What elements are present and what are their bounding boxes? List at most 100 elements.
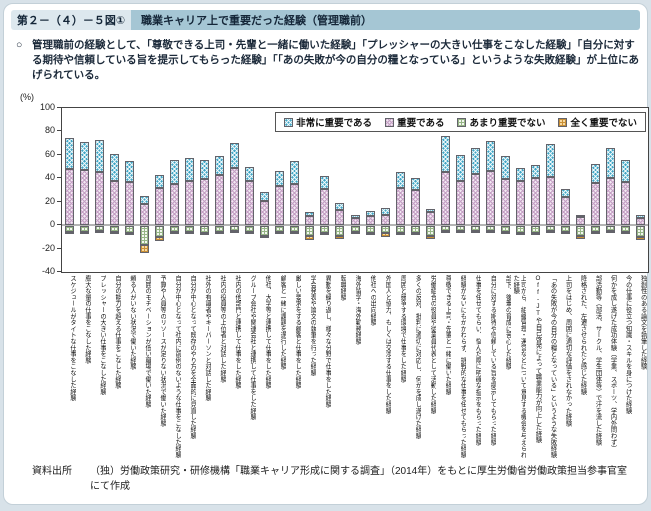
legend-swatch-icon [558, 117, 568, 127]
bar-segment-important [215, 174, 225, 226]
page-title: 職業キャリア上で重要だった経験（管理職前） [131, 10, 640, 30]
bar-segment-very-important [125, 160, 135, 182]
x-category-label: 周囲のモチベーションが低い職場で働いた経験 [144, 275, 152, 408]
x-category-label: 尊敬できる上司・先輩と一緒に働いた経験 [444, 275, 452, 395]
bar-segment-very-important [275, 171, 285, 187]
x-category-label: 自分に対する期待や信頼している旨を提示してもらった経験 [489, 275, 497, 446]
bar-segment-very-important [425, 208, 435, 213]
legend-label: あまり重要でない [469, 118, 546, 129]
legend-swatch-icon [457, 117, 467, 127]
bar-segment-very-important [65, 138, 74, 169]
bar-segment-not-at-all-important [455, 230, 465, 233]
bar-segment-not-at-all-important [575, 235, 585, 239]
legend-item: 非常に重要である [284, 115, 372, 129]
bar-segment-very-important [470, 147, 480, 174]
chart-legend: 非常に重要である 重要である あまり重要でない 全く重要でない [275, 112, 646, 132]
bar-segment-not-very-important [65, 226, 74, 232]
bar-segment-not-very-important [470, 226, 480, 231]
y-tick-mark [57, 107, 61, 108]
bar-segment-not-very-important [260, 226, 270, 236]
bar-segment-not-very-important [545, 226, 555, 231]
bar-segment-very-important [605, 147, 615, 179]
legend-swatch-icon [385, 117, 395, 127]
bar-segment-not-very-important [275, 226, 285, 232]
bar-segment-very-important [380, 207, 390, 215]
summary-paragraph: ○ 管理職前の経験として、「尊敬できる上司・先輩と一緒に働いた経験」「プレッシャ… [16, 38, 641, 84]
bar-segment-not-at-all-important [275, 232, 285, 234]
x-category-label: 自分が中心となって既存のやり方を全面的に見直した経験 [189, 275, 197, 439]
bar-segment-not-very-important [320, 226, 330, 234]
bar-segment-not-at-all-important [65, 232, 74, 235]
x-category-label: 降格された、左遷させられたと感じた経験 [579, 275, 587, 395]
bar-segment-not-at-all-important [80, 232, 90, 235]
y-tick-mark [57, 153, 61, 155]
bar-segment-very-important [230, 143, 240, 168]
y-tick-mark [57, 200, 61, 202]
y-tick-label: 60 [44, 148, 55, 159]
legend-label: 重要である [397, 118, 445, 129]
bar-segment-not-very-important [125, 226, 135, 234]
legend-item: 全く重要でない [558, 115, 637, 129]
bar-segment-important [380, 214, 390, 226]
bar-segment-very-important [245, 166, 255, 181]
bar-segment-very-important [575, 214, 585, 217]
bar-segment-important [620, 181, 630, 226]
figure-number-label: 第２－（４）－５図① [11, 10, 131, 30]
bar-segment-very-important [455, 154, 465, 181]
bar-segment-very-important [365, 211, 375, 216]
bar-segment-not-very-important [170, 226, 180, 232]
bar-segment-important [275, 186, 285, 226]
bar-segment-very-important [515, 167, 525, 181]
y-tick-label: 0 [49, 219, 55, 230]
x-category-label: 労働組合の役員や従業員代表として活動した経験 [429, 275, 437, 414]
bar-segment-not-at-all-important [290, 232, 300, 235]
bar-segment-very-important [560, 188, 570, 198]
bar-segment-not-at-all-important [95, 230, 105, 233]
bar-segment-very-important [155, 174, 165, 188]
bar-segment-not-at-all-important [125, 233, 135, 236]
bar-segment-important [590, 182, 600, 226]
bar-segment-important [365, 215, 375, 226]
legend-label: 非常に重要である [296, 118, 373, 129]
bullet-circle-icon: ○ [16, 39, 23, 51]
bar-segment-very-important [530, 165, 540, 179]
bar-segment-important [425, 212, 435, 226]
bar-segment-not-very-important [245, 226, 255, 232]
bar-segment-not-at-all-important [485, 230, 495, 233]
x-category-label: 今の仕事に役立つ知識・スキルを身につけた経験 [624, 275, 632, 414]
bar-segment-not-at-all-important [545, 230, 555, 233]
bar-segment-not-at-all-important [425, 235, 435, 239]
x-category-label: 社内の他部門と連携して仕事をした経験 [234, 275, 242, 389]
bar-segment-not-at-all-important [230, 230, 240, 233]
bar-segment-not-very-important [515, 226, 525, 234]
bar-segment-very-important [545, 144, 555, 178]
bar-segment-important [230, 167, 240, 226]
bar-segment-not-at-all-important [185, 232, 195, 234]
bar-segment-important [410, 190, 420, 226]
x-category-label: 他社への出向経験 [369, 275, 377, 326]
bar-segment-not-very-important [560, 226, 570, 232]
bar-segment-not-at-all-important [590, 232, 600, 235]
bar-segment-not-at-all-important [110, 232, 120, 234]
bar-segment-important [560, 197, 570, 226]
y-tick-mark [57, 271, 61, 272]
bar-segment-not-at-all-important [350, 232, 360, 235]
x-category-label: 自分の能力を超える仕事をこなした経験 [114, 275, 122, 389]
bar-segment-very-important [260, 192, 270, 201]
legend-item: 重要である [385, 115, 444, 129]
bar-segment-not-at-all-important [365, 233, 375, 236]
y-tick-label: 80 [44, 125, 55, 136]
bar-segment-important [485, 171, 495, 226]
bar-segment-important [80, 170, 90, 226]
bar-segment-important [455, 180, 465, 226]
bar-segment-not-very-important [290, 226, 300, 232]
x-category-label: 上司から、組織管理・運営などについて意見する機会を与えられた経験 [512, 275, 527, 458]
bar-segment-not-very-important [185, 226, 195, 232]
x-category-label: 上司をはじめ、周囲に適切な評価をされなかった経験 [564, 275, 572, 427]
bar-segment-not-very-important [575, 226, 585, 236]
y-tick-mark [57, 177, 61, 179]
bar-segment-not-at-all-important [440, 230, 450, 233]
bar-segment-important [125, 181, 135, 226]
bar-segment-not-very-important [380, 226, 390, 234]
bar-segment-very-important [200, 159, 210, 180]
